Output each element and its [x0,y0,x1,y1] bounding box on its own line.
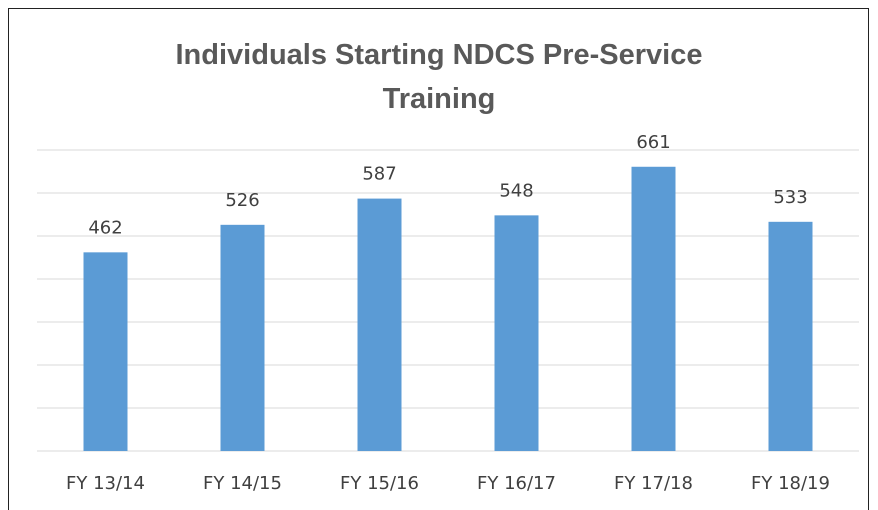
bar [83,252,128,451]
bar [631,166,676,451]
chart-title: Individuals Starting NDCS Pre-Service Tr… [175,39,703,115]
data-label: 462 [88,217,122,238]
data-label: 587 [362,164,396,185]
bar [220,224,265,451]
bar [768,221,813,451]
x-tick-label: FY 18/19 [751,473,830,494]
x-tick-label: FY 16/17 [477,473,556,494]
x-tick-label: FY 13/14 [66,473,145,494]
bar [494,215,539,451]
bar [357,198,402,451]
data-label: 661 [636,132,670,153]
x-tick-label: FY 15/16 [340,473,419,494]
data-label: 548 [499,180,533,201]
x-tick-label: FY 17/18 [614,473,693,494]
data-label: 533 [773,187,807,208]
x-tick-label: FY 14/15 [203,473,282,494]
data-label: 526 [225,190,259,211]
chart-border [8,8,869,510]
